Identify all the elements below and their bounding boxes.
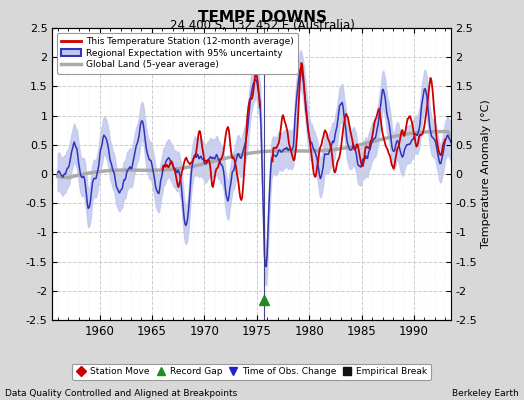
Y-axis label: Temperature Anomaly (°C): Temperature Anomaly (°C) bbox=[482, 100, 492, 248]
Text: Berkeley Earth: Berkeley Earth bbox=[452, 389, 519, 398]
Legend: Station Move, Record Gap, Time of Obs. Change, Empirical Break: Station Move, Record Gap, Time of Obs. C… bbox=[72, 364, 431, 380]
Text: 24.400 S, 132.452 E (Australia): 24.400 S, 132.452 E (Australia) bbox=[170, 19, 354, 32]
Text: TEMPE DOWNS: TEMPE DOWNS bbox=[198, 10, 326, 25]
Text: Data Quality Controlled and Aligned at Breakpoints: Data Quality Controlled and Aligned at B… bbox=[5, 389, 237, 398]
